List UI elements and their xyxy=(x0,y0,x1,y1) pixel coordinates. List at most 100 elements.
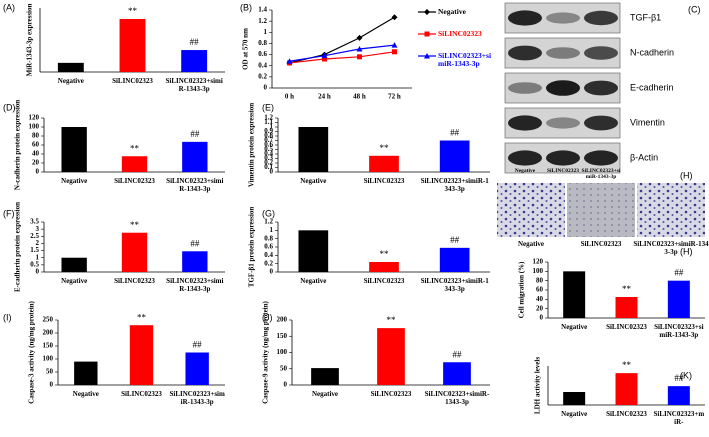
x-tick-label: SiLINC02323+simiR-1343-3p xyxy=(654,323,704,339)
blot-band xyxy=(546,80,580,96)
migration-image xyxy=(567,183,635,237)
significance-label: ** xyxy=(137,312,147,322)
significance-label: ## xyxy=(190,37,200,47)
protein-label: Vimentin xyxy=(630,117,665,127)
significance-label: ## xyxy=(453,349,463,359)
y-axis-label: TGF-β1 protein expression xyxy=(248,207,256,288)
y-tick-label: 1.1 xyxy=(264,118,273,126)
legend-label: Negative xyxy=(438,7,466,16)
y-tick-label: 0.4 xyxy=(264,251,273,259)
y-tick-label: 0 xyxy=(36,268,40,276)
y-tick-label: 100 xyxy=(43,355,54,363)
y-tick-label: 50 xyxy=(280,364,288,372)
y-tick-label: 1 xyxy=(270,226,274,234)
bar xyxy=(311,368,339,385)
y-tick-label: 150 xyxy=(277,332,288,340)
y-tick-label: 0.6 xyxy=(264,243,273,251)
significance-label: ** xyxy=(380,143,390,153)
y-tick-label: 1.2 xyxy=(264,218,273,226)
y-tick-label: 0.2 xyxy=(264,259,273,267)
marker xyxy=(424,9,430,15)
x-tick-label: SiLINC02323 xyxy=(114,177,155,185)
y-tick-label: 100 xyxy=(277,348,288,356)
blot-band xyxy=(508,45,542,61)
significance-label: ** xyxy=(380,249,390,259)
marker xyxy=(286,58,293,64)
y-tick-label: 150 xyxy=(43,342,54,350)
y-tick-label: 0.3 xyxy=(264,154,273,162)
blot-band xyxy=(508,150,542,166)
bar xyxy=(57,62,84,72)
x-tick-label: SiLINC02323 xyxy=(363,277,405,285)
marker xyxy=(391,14,398,21)
image-label: Negative xyxy=(517,240,545,248)
line xyxy=(289,51,395,64)
x-tick-label: Negative xyxy=(300,177,327,185)
blot-band xyxy=(584,46,618,60)
y-axis-label: MiR-1343-3p expression xyxy=(26,4,34,77)
y-tick-label: 2.5 xyxy=(30,232,39,240)
marker xyxy=(356,46,363,52)
y-tick-label: 1.2 xyxy=(264,114,273,122)
line xyxy=(289,16,395,64)
y-tick-label: 250 xyxy=(43,316,54,324)
blot-band xyxy=(508,115,542,131)
y-axis-label: LDH activity levels xyxy=(534,357,542,414)
bar xyxy=(563,392,586,405)
y-tick-label: 0 xyxy=(264,84,268,92)
y-tick-label: 200 xyxy=(277,316,288,324)
x-tick-label: Negative xyxy=(72,390,99,398)
y-tick-label: 200 xyxy=(43,329,54,337)
y-tick-label: 0.2 xyxy=(258,72,267,80)
panel-label: (C) xyxy=(688,4,701,14)
y-tick-label: 60 xyxy=(536,286,544,294)
bar xyxy=(369,155,399,172)
panel-label: (A) xyxy=(3,2,15,12)
line xyxy=(289,44,395,62)
blot-band xyxy=(584,150,618,166)
bar xyxy=(74,361,98,385)
y-axis-label: E-cadherin protein expression xyxy=(14,202,22,292)
y-tick-label: 1.5 xyxy=(30,246,39,254)
y-tick-label: 0 xyxy=(270,268,274,276)
y-tick-label: 100 xyxy=(29,123,40,131)
significance-label: ** xyxy=(130,143,140,153)
y-axis-label: Caspase-9 activity (ng/mg protein) xyxy=(262,300,270,403)
significance-label: ## xyxy=(193,340,203,350)
x-tick-label: Negative xyxy=(311,390,339,398)
marker xyxy=(322,56,327,62)
image-label: SiLINC02323+simiR-1343-3p xyxy=(633,240,709,256)
significance-label: ## xyxy=(190,129,200,139)
x-tick-label: 72 h xyxy=(388,93,401,101)
y-tick-label: 0.1 xyxy=(264,163,273,171)
y-tick-label: 0 xyxy=(540,314,544,322)
x-tick-label: Negative xyxy=(57,77,84,85)
y-tick-label: 20 xyxy=(536,304,544,312)
significance-label: ** xyxy=(128,6,138,16)
panel-label: (H) xyxy=(680,246,693,256)
y-tick-label: 80 xyxy=(536,276,544,284)
significance-label: ** xyxy=(622,360,632,370)
y-tick-label: 40 xyxy=(536,295,544,303)
x-tick-label: SiLINC02323+simiR-1343-3p xyxy=(166,277,224,293)
blot-band xyxy=(546,150,580,166)
y-tick-label: 3.5 xyxy=(30,218,39,226)
bar xyxy=(121,232,148,272)
x-tick-label: SiLINC02323+simiR-1343-3p xyxy=(420,277,489,293)
bar xyxy=(181,50,208,72)
y-tick-label: 60 xyxy=(32,141,40,149)
significance-label: ## xyxy=(450,128,460,138)
blot-band xyxy=(584,115,618,131)
bar xyxy=(129,325,154,385)
marker xyxy=(424,53,430,59)
blot-band xyxy=(546,12,580,24)
y-tick-label: 20 xyxy=(32,159,40,167)
y-axis-label: Caspase-3 activity (ng/mg protein) xyxy=(28,300,36,403)
significance-label: ## xyxy=(190,238,200,248)
y-tick-label: 120 xyxy=(533,258,544,266)
bar xyxy=(121,156,148,172)
y-axis-label: Cell migration (%) xyxy=(518,261,526,318)
panel-label: (B) xyxy=(240,2,252,12)
legend-label: SiLINC02323 xyxy=(438,29,482,38)
y-tick-label: 50 xyxy=(46,368,54,376)
